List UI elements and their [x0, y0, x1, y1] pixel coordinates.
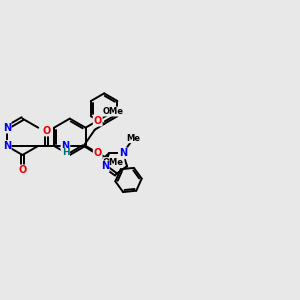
Text: N: N	[119, 148, 127, 158]
Text: OMe: OMe	[103, 158, 124, 166]
Text: O: O	[94, 148, 102, 158]
Text: OMe: OMe	[103, 107, 124, 116]
Text: Me: Me	[127, 134, 141, 143]
Text: N: N	[3, 141, 11, 151]
Text: N: N	[101, 161, 109, 171]
Text: O: O	[18, 165, 27, 175]
Text: N: N	[61, 141, 70, 151]
Text: N: N	[3, 123, 11, 133]
Text: O: O	[94, 116, 102, 126]
Text: H: H	[62, 148, 70, 158]
Text: O: O	[42, 126, 50, 136]
